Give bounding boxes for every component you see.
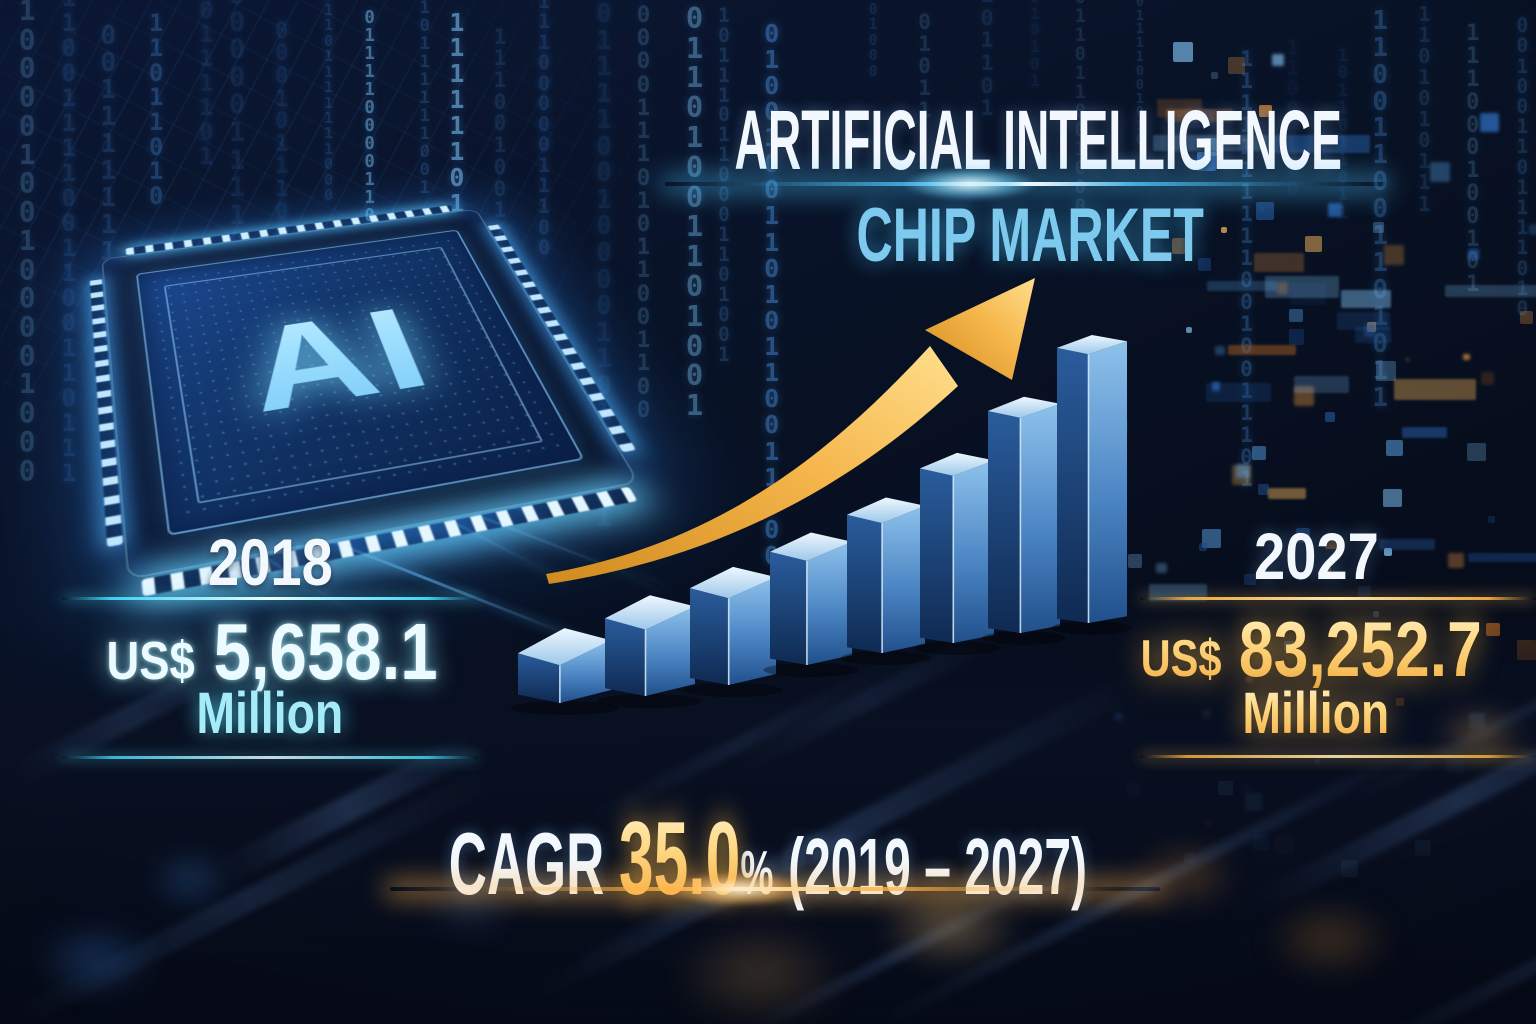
start-value-row: US$ 5,658.1 bbox=[0, 606, 1040, 698]
end-year: 2027 bbox=[1253, 519, 1379, 593]
start-divider-top bbox=[62, 597, 478, 600]
end-divider-bottom bbox=[1140, 755, 1536, 758]
cagr-label: CAGR bbox=[448, 814, 605, 913]
start-year: 2018 bbox=[207, 525, 333, 599]
start-currency: US$ bbox=[106, 631, 195, 691]
start-unit: Million bbox=[196, 681, 344, 746]
cagr-period: (2019 – 2027) bbox=[788, 822, 1088, 911]
end-divider-top bbox=[1140, 597, 1536, 600]
cagr-flare-core bbox=[640, 866, 840, 912]
start-divider-bottom bbox=[62, 756, 478, 759]
title-line-2: CHIP MARKET bbox=[856, 193, 1204, 278]
start-value: 5,658.1 bbox=[213, 607, 438, 696]
end-unit: Million bbox=[1242, 681, 1390, 746]
title-flare-core bbox=[880, 162, 1060, 206]
